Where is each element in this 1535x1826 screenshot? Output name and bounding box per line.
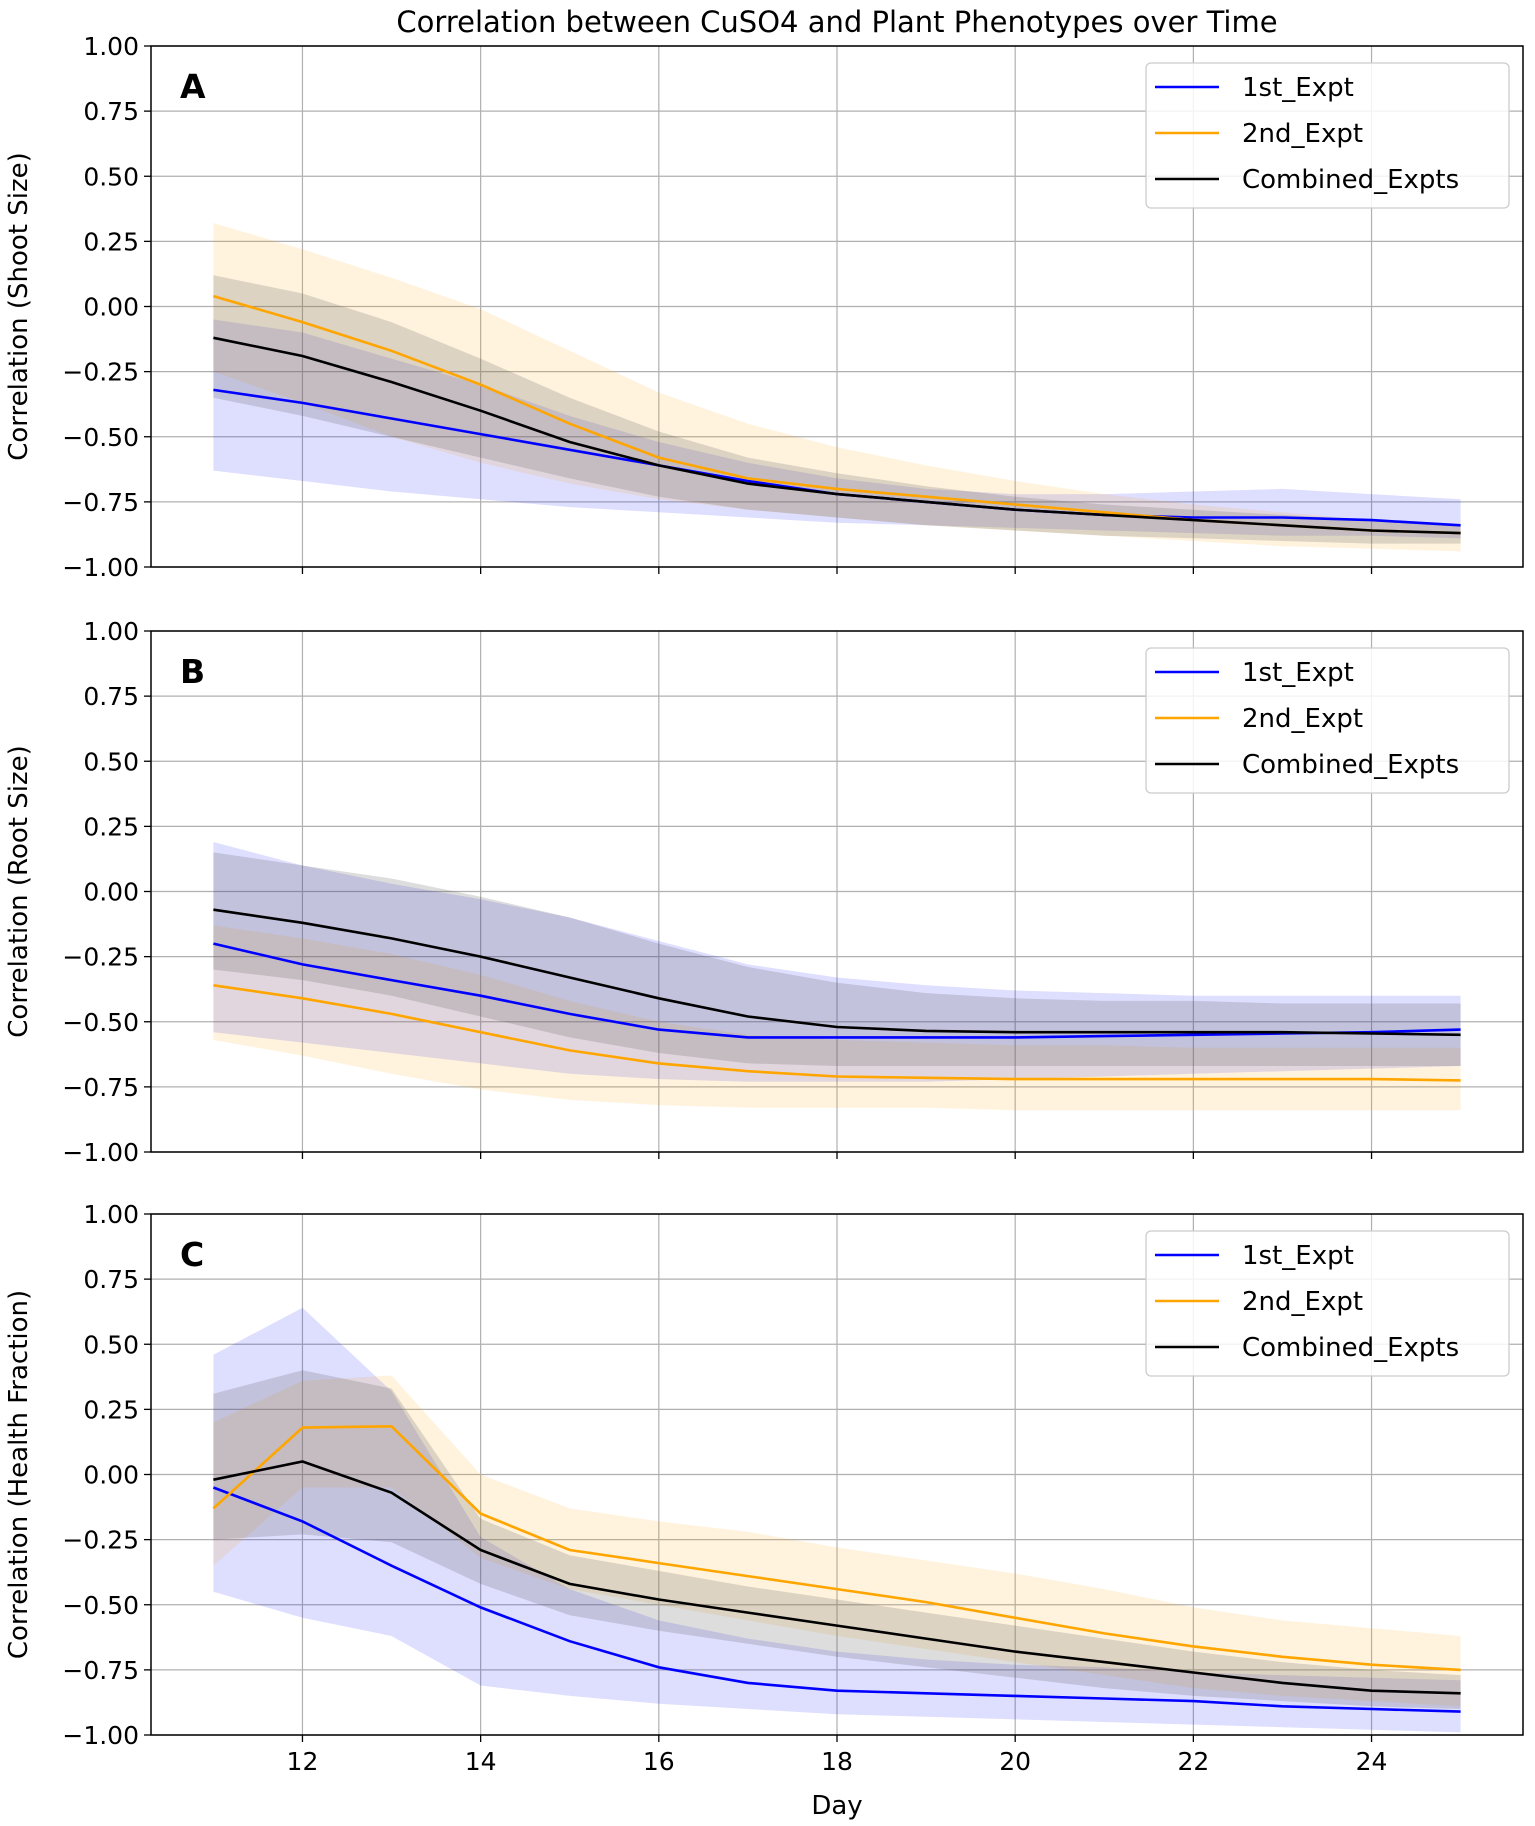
y-axis-label: Correlation (Root Size)	[4, 745, 34, 1037]
x-tick-label: 16	[643, 1747, 675, 1776]
y-axis-label: Correlation (Health Fraction)	[4, 1290, 34, 1659]
legend-label: 1st_Expt	[1242, 1241, 1354, 1271]
y-tick-label: 0.00	[83, 878, 139, 907]
series-line-combined_expts	[213, 1460, 1461, 1695]
panel-b: 1.00 0.75 0.50 0.25 0.00 −0.25 −0.50 −0.75 −1.00…	[4, 617, 1524, 1167]
legend-box	[1145, 62, 1510, 209]
panel-c: 1.00 0.75 0.50 0.25 0.00 −0.25 −0.50 −0.75 −1.00…	[4, 1200, 1524, 1776]
y-tick-label: 0.25	[83, 227, 139, 256]
legend-label: 2nd_Expt	[1242, 704, 1363, 734]
series-line-1st_expt	[213, 942, 1461, 1039]
y-tick-label: −0.75	[62, 1073, 139, 1102]
legend-label: 1st_Expt	[1242, 73, 1354, 103]
legend-label: 2nd_Expt	[1242, 119, 1363, 149]
x-tick-label: 18	[821, 1747, 853, 1776]
y-tick-label: −0.25	[62, 358, 139, 387]
series-line-2nd_expt	[213, 984, 1461, 1082]
panel-label: A	[180, 67, 206, 106]
x-tick-label: 22	[1177, 1747, 1209, 1776]
y-tick-label: 1.00	[83, 617, 139, 646]
legend-label: Combined_Expts	[1242, 1333, 1459, 1363]
confidence-band-2nd_expt	[213, 223, 1461, 552]
y-tick-label: −0.50	[62, 1591, 139, 1620]
y-tick-label: −0.75	[62, 1656, 139, 1685]
y-tick-label: −1.00	[62, 1721, 139, 1750]
x-axis-label: Day	[811, 1791, 862, 1821]
x-tick-label: 12	[287, 1747, 319, 1776]
panel-a: 1.00 0.75 0.50 0.25 0.00 −0.25 −0.50 −0.75 −1.00…	[4, 32, 1524, 582]
confidence-band-combined_expts	[213, 852, 1461, 1066]
y-tick-label: 1.00	[83, 32, 139, 61]
y-tick-label: −1.00	[62, 1138, 139, 1167]
y-tick-label: −0.50	[62, 1008, 139, 1037]
x-tick-label: 20	[999, 1747, 1031, 1776]
y-tick-label: 1.00	[83, 1200, 139, 1229]
legend-label: 2nd_Expt	[1242, 1287, 1363, 1317]
y-tick-label: −0.75	[62, 488, 139, 517]
confidence-band-1st_expt	[213, 319, 1461, 539]
chart-title: Correlation between CuSO4 and Plant Phen…	[396, 5, 1277, 39]
x-tick-label: 24	[1356, 1747, 1388, 1776]
panel-label: C	[180, 1235, 204, 1274]
y-tick-label: 0.75	[83, 1265, 139, 1294]
confidence-band-2nd_expt	[213, 1375, 1461, 1707]
legend-label: Combined_Expts	[1242, 750, 1459, 780]
legend-label: Combined_Expts	[1242, 165, 1459, 195]
y-tick-label: 0.25	[83, 812, 139, 841]
legend-box	[1145, 647, 1510, 794]
y-axis-label: Correlation (Shoot Size)	[4, 152, 34, 461]
y-tick-label: −0.50	[62, 423, 139, 452]
y-tick-label: 0.00	[83, 1461, 139, 1490]
y-tick-label: 0.75	[83, 682, 139, 711]
y-tick-label: 0.50	[83, 1330, 139, 1359]
legend: 1st_Expt 2nd_Expt Combined_Expts	[1145, 647, 1510, 794]
y-tick-label: 0.00	[83, 293, 139, 322]
legend-box	[1145, 1230, 1510, 1377]
legend-label: 1st_Expt	[1242, 658, 1354, 688]
series-line-2nd_expt	[212, 1424, 1461, 1672]
confidence-band-1st_expt	[213, 842, 1461, 1082]
confidence-band-2nd_expt	[213, 925, 1461, 1111]
legend: 1st_Expt 2nd_Expt Combined_Expts	[1145, 1230, 1510, 1377]
legend: 1st_Expt 2nd_Expt Combined_Expts	[1145, 62, 1510, 209]
series-line-combined_expts	[213, 336, 1461, 535]
y-tick-label: −0.25	[62, 1526, 139, 1555]
series-line-1st_expt	[212, 1486, 1461, 1713]
y-tick-label: −0.25	[62, 943, 139, 972]
y-tick-label: 0.50	[83, 747, 139, 776]
y-tick-label: 0.25	[83, 1395, 139, 1424]
y-tick-label: −1.00	[62, 553, 139, 582]
x-tick-label: 14	[465, 1747, 497, 1776]
confidence-band-1st_expt	[213, 1307, 1461, 1733]
panel-label: B	[180, 652, 205, 691]
y-tick-label: 0.50	[83, 162, 139, 191]
series-line-combined_expts	[213, 908, 1461, 1037]
y-tick-label: 0.75	[83, 97, 139, 126]
